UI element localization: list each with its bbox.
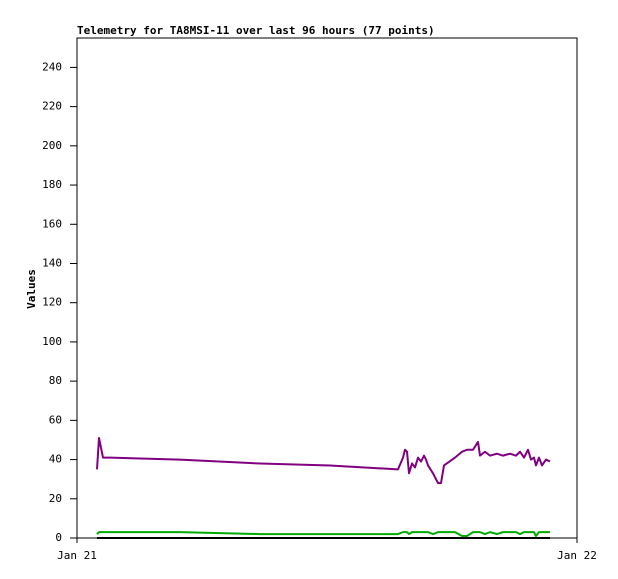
y-tick-label: 20 — [49, 492, 62, 505]
y-tick-label: 180 — [42, 178, 62, 191]
y-tick-label: 100 — [42, 335, 62, 348]
chart-title: Telemetry for TA8MSI-11 over last 96 hou… — [77, 24, 435, 37]
y-tick-label: 140 — [42, 256, 62, 269]
y-axis-label: Values — [25, 269, 38, 309]
y-tick-label: 120 — [42, 296, 62, 309]
x-tick-label: Jan 21 — [57, 549, 97, 562]
y-tick-label: 80 — [49, 374, 62, 387]
y-tick-label: 220 — [42, 100, 62, 113]
y-tick-label: 200 — [42, 139, 62, 152]
data-line — [96, 437, 551, 485]
x-tick-label: Jan 22 — [557, 549, 597, 562]
y-tick-label: 60 — [49, 413, 62, 426]
y-tick-label: 0 — [55, 531, 62, 544]
y-tick-label: 160 — [42, 217, 62, 230]
y-tick-label: 240 — [42, 60, 62, 73]
y-tick-label: 40 — [49, 453, 62, 466]
data-line — [96, 531, 550, 538]
